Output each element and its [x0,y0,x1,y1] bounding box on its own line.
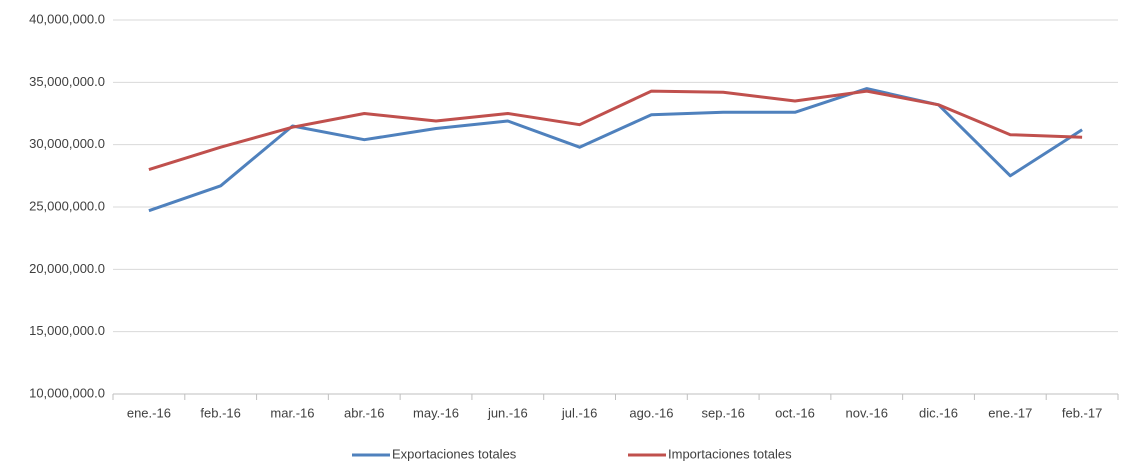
legend-label: Exportaciones totales [392,446,517,461]
series-line [148,89,1083,172]
x-tick-label: mar.-16 [270,405,314,420]
y-tick-label: 35,000,000.0 [29,74,105,89]
x-tick-label: may.-16 [413,405,459,420]
x-tick-label: feb.-17 [1062,405,1102,420]
x-tick-label: ago.-16 [629,405,673,420]
x-tick-label: ene.-17 [988,405,1032,420]
x-tick-label: oct.-16 [775,405,815,420]
y-tick-label: 40,000,000.0 [29,11,105,26]
x-tick-label: feb.-16 [200,405,240,420]
y-tick-label: 20,000,000.0 [29,261,105,276]
y-tick-label: 25,000,000.0 [29,198,105,213]
x-tick-label: ene.-16 [127,405,171,420]
y-tick-label: 10,000,000.0 [29,385,105,400]
x-tick-label: jun.-16 [487,405,528,420]
y-tick-label: 15,000,000.0 [29,323,105,338]
x-tick-label: nov.-16 [846,405,888,420]
x-tick-label: abr.-16 [344,405,384,420]
y-tick-label: 30,000,000.0 [29,136,105,151]
x-tick-label: sep.-16 [701,405,744,420]
x-tick-label: dic.-16 [919,405,958,420]
legend-label: Importaciones totales [668,446,792,461]
x-tick-label: jul.-16 [561,405,597,420]
